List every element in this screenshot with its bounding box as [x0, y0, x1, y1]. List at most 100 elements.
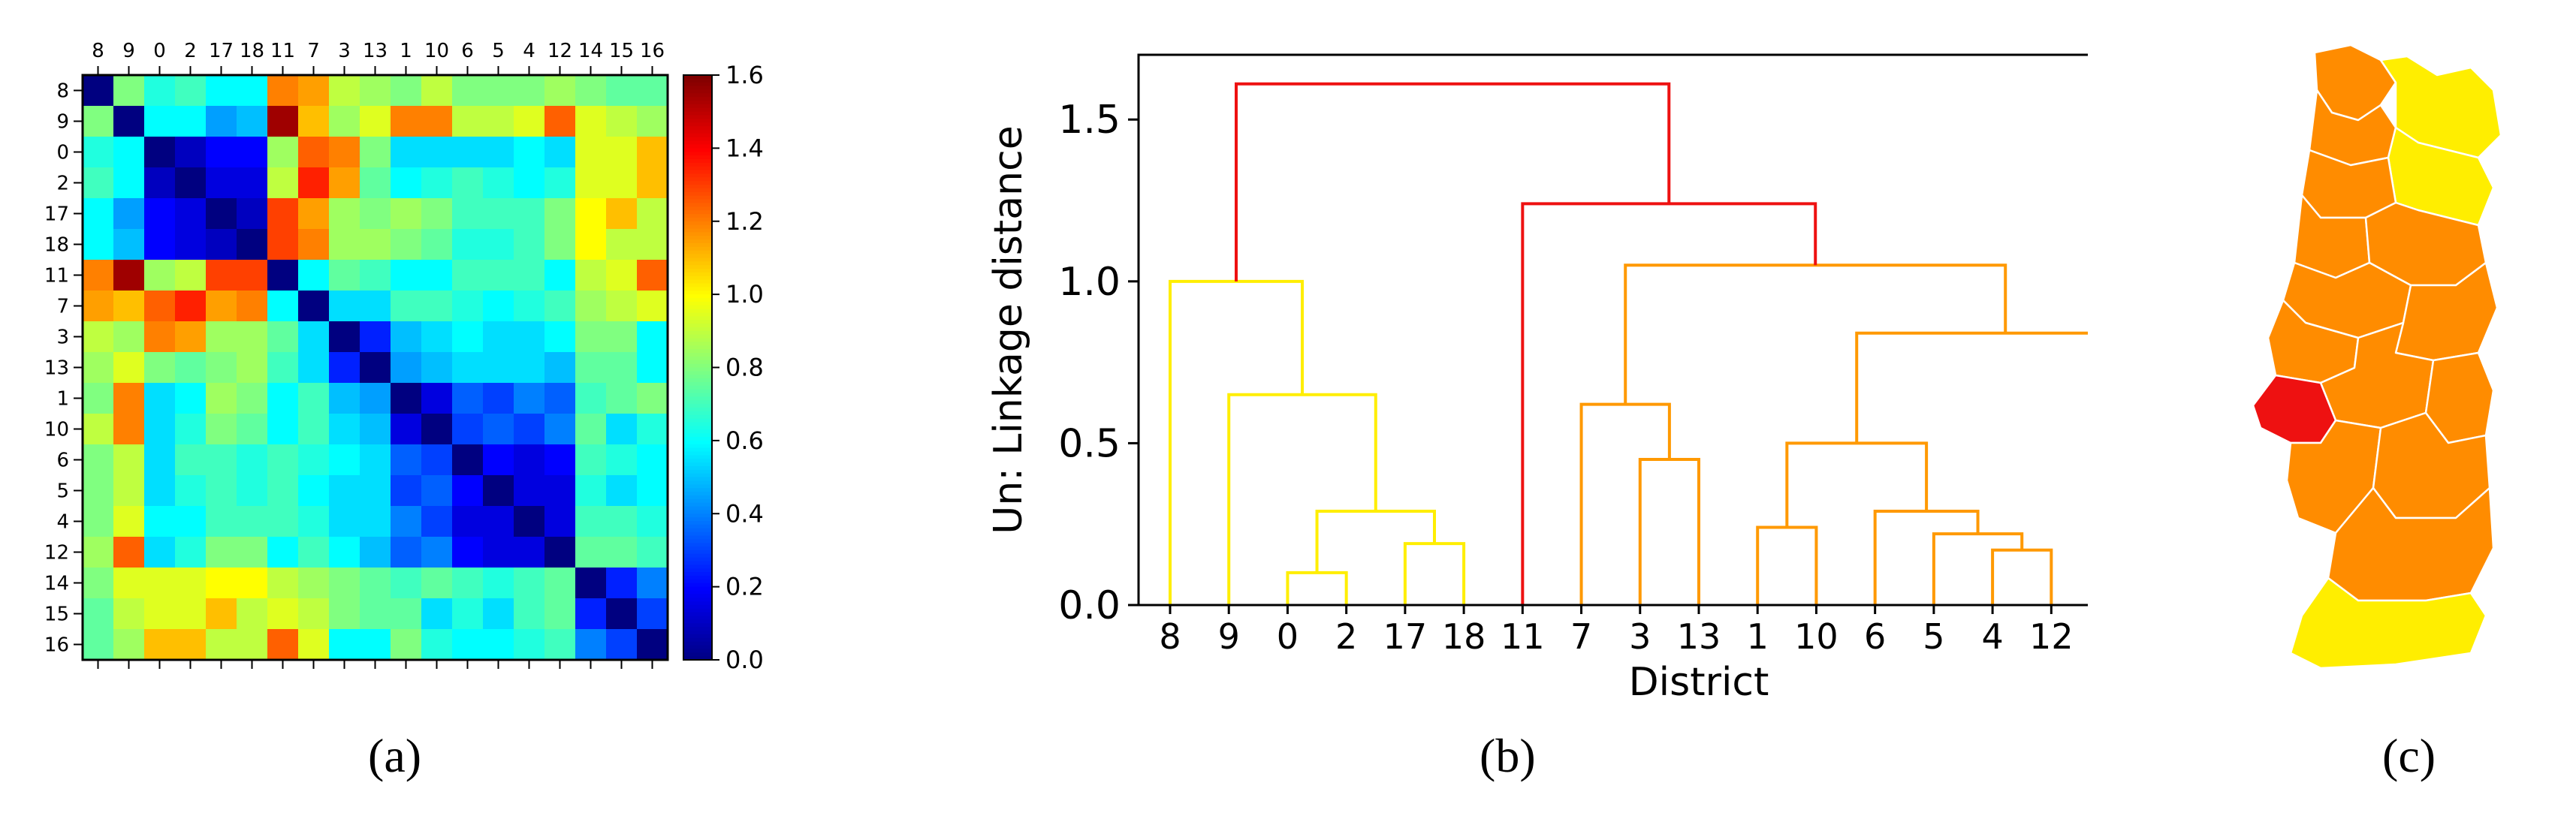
- heatmap-cell-13-0: [144, 352, 176, 384]
- heatmap-top-tick-9: 9: [122, 40, 135, 62]
- heatmap-top-tick-17: 17: [209, 40, 234, 62]
- colorbar-tick-1.2: 1.2: [725, 207, 764, 236]
- heatmap-cell-9-10: [421, 106, 453, 137]
- heatmap-cell-8-7: [298, 75, 330, 107]
- heatmap-top-tick-12: 12: [547, 40, 572, 62]
- colorbar-segment: [683, 396, 712, 402]
- heatmap-cell-10-8: [83, 414, 114, 445]
- heatmap-cell-17-15: [606, 198, 638, 230]
- heatmap-cell-12-13: [360, 537, 391, 568]
- colorbar-segment: [683, 158, 712, 164]
- heatmap-cell-14-3: [329, 568, 360, 599]
- colorbar-segment: [683, 97, 712, 101]
- heatmap-cell-10-15: [606, 414, 638, 445]
- colorbar-segment: [683, 236, 712, 240]
- colorbar-segment: [683, 528, 712, 533]
- heatmap-cell-15-4: [514, 598, 545, 630]
- colorbar-segment: [683, 619, 712, 625]
- colorbar-segment: [683, 393, 712, 398]
- heatmap-left-tick-10: 10: [44, 419, 69, 441]
- colorbar-segment: [683, 459, 712, 463]
- heatmap-cell-10-5: [483, 414, 514, 445]
- colorbar-segment: [683, 152, 712, 156]
- heatmap-cell-3-1: [391, 321, 422, 353]
- heatmap-cell-14-17: [206, 568, 237, 599]
- heatmap-left-tick-5: 5: [56, 480, 69, 503]
- dendrogram-links: [1169, 82, 2088, 605]
- heatmap-cell-14-12: [544, 568, 576, 599]
- heatmap-cell-17-0: [144, 198, 176, 230]
- heatmap-cell-2-7: [298, 167, 330, 199]
- heatmap-cell-16-1: [391, 629, 422, 661]
- heatmap-cell-7-5: [483, 291, 514, 322]
- colorbar-segment: [683, 345, 712, 350]
- heatmap-cell-18-0: [144, 229, 176, 260]
- colorbar-tick-1.6: 1.6: [725, 61, 764, 89]
- heatmap-cell-15-16: [637, 598, 668, 630]
- heatmap-cell-14-2: [175, 568, 207, 599]
- heatmap-cell-11-12: [544, 260, 576, 291]
- heatmap-left-tick-12: 12: [44, 542, 69, 565]
- colorbar-segment: [683, 553, 712, 559]
- heatmap-cell-1-5: [483, 383, 514, 414]
- colorbar-segment: [683, 513, 712, 518]
- colorbar-segment: [683, 469, 712, 474]
- dendrogram-link-8: [1991, 548, 2053, 605]
- heatmap-top-tick-8: 8: [92, 40, 104, 62]
- heatmap-cell-14-6: [452, 568, 484, 599]
- heatmap-cell-10-11: [267, 414, 299, 445]
- heatmap-cell-5-12: [544, 475, 576, 507]
- colorbar-segment: [683, 191, 712, 197]
- colorbar-segment: [683, 111, 712, 116]
- heatmap-chart: 8899002217171818111177331313111010665544…: [44, 40, 764, 674]
- heatmap-cell-9-4: [514, 106, 545, 137]
- heatmap-cell-10-18: [237, 414, 268, 445]
- colorbar-segment: [683, 473, 712, 478]
- heatmap-cell-3-9: [113, 321, 145, 353]
- colorbar-segment: [683, 181, 712, 185]
- heatmap-cell-16-0: [144, 629, 176, 661]
- heatmap-frame: [81, 74, 669, 661]
- heatmap-cell-6-1: [391, 444, 422, 476]
- colorbar-segment: [683, 130, 712, 134]
- heatmap-cell-17-12: [544, 198, 576, 230]
- heatmap-cell-11-8: [83, 260, 114, 291]
- heatmap-cell-8-15: [606, 75, 638, 107]
- colorbar-segment: [683, 305, 712, 310]
- colorbar-segment: [683, 451, 712, 456]
- heatmap-cell-6-9: [113, 444, 145, 476]
- heatmap-top-tick-10: 10: [424, 40, 449, 62]
- heatmap-cell-9-9: [113, 106, 145, 137]
- heatmap-cell-10-7: [298, 414, 330, 445]
- heatmap-cell-18-9: [113, 229, 145, 260]
- dendrogram-link-5: [1638, 457, 1700, 605]
- heatmap-cell-13-1: [391, 352, 422, 384]
- heatmap-cell-15-3: [329, 598, 360, 630]
- heatmap-cell-4-10: [421, 506, 453, 537]
- heatmap-cell-18-12: [544, 229, 576, 260]
- dendrogram-ylabel: Un: Linkage distance: [986, 125, 1031, 534]
- heatmap-cell-8-14: [575, 75, 607, 107]
- heatmap-cell-18-2: [175, 229, 207, 260]
- colorbar-segment: [683, 363, 712, 369]
- heatmap-cell-13-3: [329, 352, 360, 384]
- heatmap-cell-6-0: [144, 444, 176, 476]
- heatmap-cell-14-8: [83, 568, 114, 599]
- colorbar-segment: [683, 579, 712, 584]
- heatmap-cell-5-7: [298, 475, 330, 507]
- colorbar-tick-0.2: 0.2: [725, 573, 764, 601]
- heatmap-cell-12-15: [606, 537, 638, 568]
- dendrogram-link-10: [1873, 509, 1980, 605]
- heatmap-cell-16-11: [267, 629, 299, 661]
- heatmap-cell-3-11: [267, 321, 299, 353]
- colorbar-segment: [683, 203, 712, 208]
- colorbar-segment: [683, 447, 712, 453]
- colorbar-segment: [683, 279, 712, 285]
- heatmap-cell-2-4: [514, 167, 545, 199]
- heatmap-top-tick-13: 13: [363, 40, 388, 62]
- heatmap-cell-15-17: [206, 598, 237, 630]
- heatmap-cell-3-15: [606, 321, 638, 353]
- heatmap-cell-11-7: [298, 260, 330, 291]
- colorbar-segment: [683, 400, 712, 405]
- heatmap-cell-17-4: [514, 198, 545, 230]
